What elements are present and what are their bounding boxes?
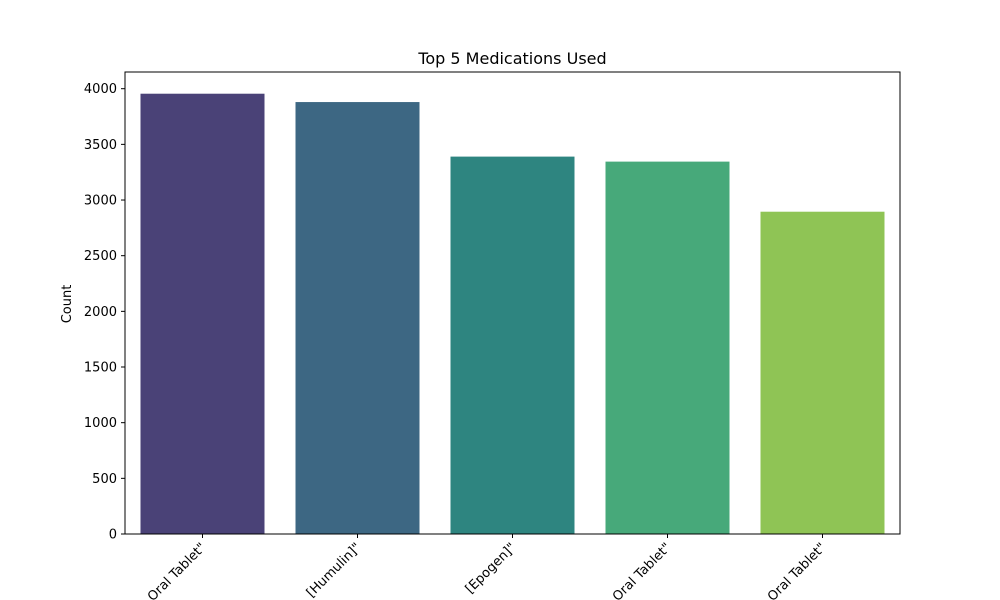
y-tick-label-3000: 3000 (84, 194, 117, 209)
bar-5 (760, 211, 885, 534)
y-tick-label-4000: 4000 (84, 82, 117, 97)
bar-4 (605, 161, 730, 534)
x-axis-ticks: Oral Tablet" [Humulin]" [Epogen]" Oral Tabl… (145, 534, 829, 600)
x-tick-label-3: [Epogen]" (463, 540, 520, 597)
bars-group (140, 93, 885, 534)
y-tick-label-0: 0 (109, 528, 117, 543)
y-tick-label-1000: 1000 (84, 416, 117, 431)
plot-frame (124, 71, 901, 535)
y-tick-label-500: 500 (92, 472, 117, 487)
chart-title: Top 5 Medications Used (417, 49, 606, 68)
x-tick-label-5: Oral Tablet" (765, 540, 829, 600)
bar-2 (295, 102, 420, 534)
y-tick-label-1500: 1500 (84, 361, 117, 376)
y-tick-label-2000: 2000 (84, 305, 117, 320)
bar-1 (140, 93, 265, 534)
y-axis-ticks: 0 500 1000 1500 2000 2500 3000 3500 4000 (84, 82, 125, 543)
x-tick-label-1: Oral Tablet" (145, 540, 209, 600)
y-axis-label: Count (60, 285, 75, 324)
y-tick-label-3500: 3500 (84, 138, 117, 153)
bar-3 (450, 156, 575, 534)
y-tick-label-2500: 2500 (84, 249, 117, 264)
x-tick-label-2: [Humulin]" (304, 540, 364, 600)
x-tick-label-4: Oral Tablet" (610, 540, 674, 600)
